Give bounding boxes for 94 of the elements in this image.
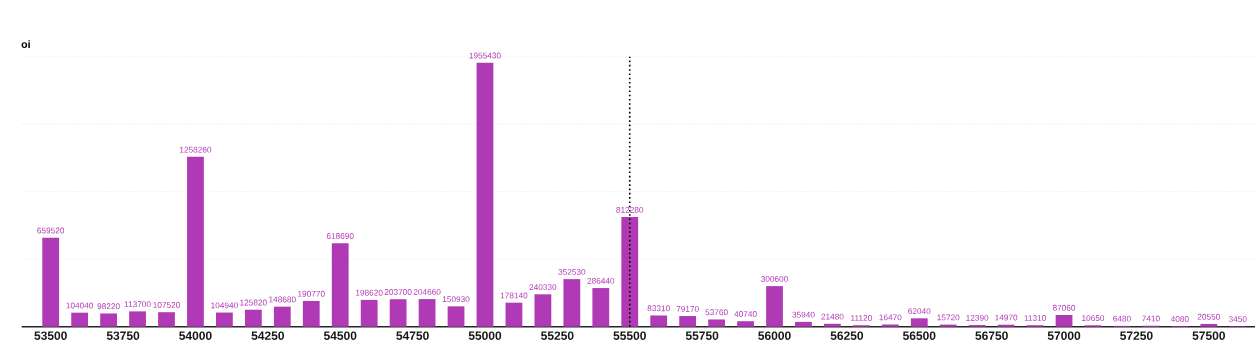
data-label: 20550 bbox=[1197, 313, 1220, 320]
data-label: 190770 bbox=[298, 290, 325, 297]
data-label: 83310 bbox=[647, 305, 670, 312]
x-tick-label: 56250 bbox=[830, 331, 864, 340]
data-label: 11310 bbox=[1024, 315, 1046, 321]
bar bbox=[881, 324, 899, 327]
bar bbox=[187, 156, 204, 327]
data-label: 352530 bbox=[558, 269, 586, 275]
bar bbox=[997, 324, 1015, 327]
bar bbox=[42, 237, 60, 327]
bar bbox=[447, 306, 465, 327]
x-tick-label: 57000 bbox=[1047, 331, 1081, 340]
bar bbox=[505, 302, 523, 327]
data-label: 62040 bbox=[908, 308, 931, 315]
data-label: 3450 bbox=[1228, 316, 1247, 322]
data-label: 98220 bbox=[97, 303, 120, 310]
bar bbox=[563, 279, 581, 327]
data-label: 53760 bbox=[705, 309, 728, 316]
data-label: 148680 bbox=[269, 296, 296, 303]
data-label: 104940 bbox=[211, 302, 238, 309]
bar bbox=[71, 312, 89, 327]
x-tick-label: 54250 bbox=[251, 331, 285, 340]
data-label: 198620 bbox=[356, 289, 383, 296]
bar bbox=[824, 323, 841, 327]
bar bbox=[939, 324, 957, 327]
data-label: 1955430 bbox=[469, 52, 501, 59]
data-label: 6480 bbox=[1113, 315, 1131, 322]
data-label: 87060 bbox=[1052, 304, 1076, 311]
x-tick-label: 56500 bbox=[902, 331, 936, 340]
data-label: 35940 bbox=[792, 311, 815, 318]
bar bbox=[534, 294, 552, 327]
data-label: 15720 bbox=[937, 314, 960, 321]
data-label: 286440 bbox=[587, 277, 615, 284]
data-label: 40740 bbox=[734, 311, 757, 317]
bar bbox=[679, 316, 697, 327]
bar bbox=[273, 306, 291, 327]
bar bbox=[650, 315, 668, 327]
bar bbox=[360, 299, 378, 327]
data-label: 4080 bbox=[1170, 316, 1189, 322]
data-label: 21480 bbox=[821, 313, 844, 320]
bar bbox=[592, 288, 610, 327]
data-label: 7410 bbox=[1142, 315, 1160, 322]
bar bbox=[1055, 314, 1073, 327]
bar bbox=[100, 313, 117, 327]
x-tick-label: 54000 bbox=[179, 331, 212, 340]
x-tick-label: 55250 bbox=[541, 331, 574, 340]
bar bbox=[244, 309, 262, 327]
y-axis-title: oi bbox=[21, 40, 30, 49]
bar bbox=[766, 286, 783, 327]
data-label: 79170 bbox=[676, 305, 699, 312]
x-tick-label: 54750 bbox=[396, 331, 429, 340]
bar bbox=[158, 312, 175, 327]
x-tick-label: 56750 bbox=[975, 331, 1008, 340]
data-label: 104040 bbox=[66, 302, 94, 309]
x-tick-label: 55000 bbox=[468, 331, 502, 340]
data-label: 14970 bbox=[995, 314, 1018, 321]
bar bbox=[476, 62, 494, 327]
bar bbox=[1200, 323, 1218, 327]
data-label: 10650 bbox=[1082, 315, 1105, 322]
data-label: 204660 bbox=[413, 288, 441, 295]
bar bbox=[418, 299, 436, 327]
x-tick-label: 57500 bbox=[1192, 331, 1225, 340]
bar bbox=[389, 299, 407, 327]
data-label: 300600 bbox=[761, 276, 788, 282]
x-tick-label: 53500 bbox=[34, 331, 67, 340]
bar bbox=[795, 321, 812, 327]
bar bbox=[302, 300, 320, 327]
bar bbox=[129, 311, 146, 327]
data-label: 12390 bbox=[966, 314, 989, 321]
data-label: 178140 bbox=[500, 292, 528, 299]
data-label: 113700 bbox=[124, 301, 151, 308]
bar bbox=[331, 243, 349, 327]
bar bbox=[216, 312, 233, 327]
x-tick-label: 54500 bbox=[323, 331, 357, 340]
data-label: 618690 bbox=[326, 233, 354, 239]
data-label: 240330 bbox=[529, 284, 557, 291]
data-label: 203700 bbox=[384, 289, 412, 295]
bar bbox=[910, 318, 928, 327]
data-label: 16470 bbox=[879, 314, 902, 321]
x-tick-label: 55500 bbox=[613, 331, 646, 340]
data-label: 125820 bbox=[240, 299, 267, 306]
data-label: 107520 bbox=[153, 302, 180, 308]
data-label: 812280 bbox=[616, 206, 644, 213]
data-label: 659520 bbox=[37, 227, 65, 234]
bar bbox=[737, 321, 754, 327]
bar bbox=[621, 217, 639, 327]
data-label: 1258260 bbox=[179, 146, 212, 153]
x-tick-label: 56000 bbox=[758, 331, 791, 340]
x-tick-label: 55750 bbox=[685, 331, 719, 340]
x-tick-label: 57250 bbox=[1120, 331, 1153, 340]
data-label: 150930 bbox=[442, 296, 470, 303]
data-label: 11120 bbox=[851, 315, 872, 321]
bar bbox=[708, 319, 725, 327]
x-tick-label: 53750 bbox=[106, 331, 140, 340]
